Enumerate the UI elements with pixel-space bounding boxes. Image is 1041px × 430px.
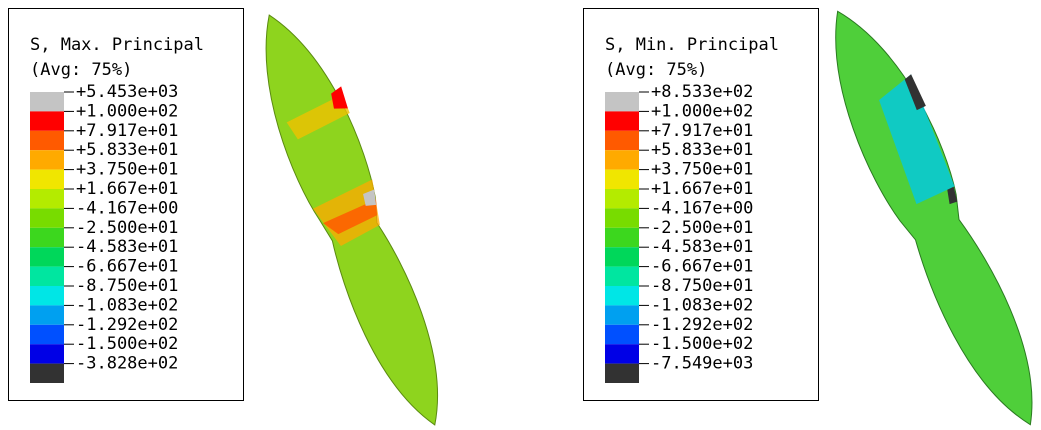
legend-label: -4.583e+01 bbox=[76, 237, 178, 257]
legend-label: -4.167e+00 bbox=[651, 198, 753, 218]
legend-label: +1.667e+01 bbox=[651, 179, 753, 199]
legend-label: -7.549e+03 bbox=[651, 354, 753, 374]
legend-label: +5.833e+01 bbox=[651, 140, 753, 160]
screen: S, Max. Principal(Avg: 75%)+5.453e+03+1.… bbox=[0, 0, 1041, 430]
legend-label: -1.292e+02 bbox=[76, 315, 178, 335]
legend-label: -1.292e+02 bbox=[651, 315, 753, 335]
legend-label: +1.000e+02 bbox=[76, 101, 178, 121]
color-band bbox=[30, 150, 64, 169]
legend-subtitle: (Avg: 75%) bbox=[605, 60, 707, 80]
legend-label: -8.750e+01 bbox=[651, 276, 753, 296]
right-body bbox=[804, 0, 1041, 430]
color-band bbox=[605, 247, 639, 266]
page: S, Max. Principal(Avg: 75%)+5.453e+03+1.… bbox=[0, 0, 1041, 430]
legend-label: -8.750e+01 bbox=[76, 276, 178, 296]
legend-label: -1.083e+02 bbox=[76, 295, 178, 315]
color-band bbox=[30, 364, 64, 383]
legend-label: -1.500e+02 bbox=[76, 334, 178, 354]
legend-label: -6.667e+01 bbox=[651, 257, 753, 277]
color-band bbox=[30, 92, 64, 111]
color-band bbox=[30, 111, 64, 130]
legend-label: +5.453e+03 bbox=[76, 82, 178, 102]
color-band bbox=[30, 305, 64, 324]
color-band bbox=[605, 286, 639, 305]
legend-label: -3.828e+02 bbox=[76, 354, 178, 374]
legend-label: +3.750e+01 bbox=[651, 160, 753, 180]
color-band bbox=[605, 189, 639, 208]
color-band bbox=[30, 267, 64, 286]
legend-label: -6.667e+01 bbox=[76, 257, 178, 277]
legend-label: -4.167e+00 bbox=[76, 198, 178, 218]
color-band bbox=[605, 325, 639, 344]
legend-label: -2.500e+01 bbox=[76, 218, 178, 238]
legend-label: +1.000e+02 bbox=[651, 101, 753, 121]
legend-label: -2.500e+01 bbox=[651, 218, 753, 238]
legend-title: S, Min. Principal bbox=[605, 35, 779, 55]
color-band bbox=[605, 150, 639, 169]
color-band bbox=[605, 131, 639, 150]
legend-title: S, Max. Principal bbox=[30, 35, 204, 55]
color-band bbox=[30, 131, 64, 150]
legend-subtitle: (Avg: 75%) bbox=[30, 60, 132, 80]
left-body bbox=[236, 0, 472, 430]
legend-label: -1.500e+02 bbox=[651, 334, 753, 354]
color-band bbox=[30, 344, 64, 363]
color-band bbox=[30, 208, 64, 227]
color-band bbox=[605, 267, 639, 286]
color-band bbox=[30, 170, 64, 189]
color-band bbox=[30, 189, 64, 208]
color-band bbox=[605, 92, 639, 111]
color-band bbox=[605, 111, 639, 130]
color-band bbox=[605, 208, 639, 227]
color-band bbox=[30, 286, 64, 305]
legend-label: +8.533e+02 bbox=[651, 82, 753, 102]
color-band bbox=[605, 170, 639, 189]
legend-label: +7.917e+01 bbox=[651, 121, 753, 141]
body-shape bbox=[804, 0, 1041, 430]
color-band bbox=[605, 228, 639, 247]
color-band bbox=[605, 344, 639, 363]
color-band bbox=[30, 247, 64, 266]
legend-label: +1.667e+01 bbox=[76, 179, 178, 199]
legend-label: -1.083e+02 bbox=[651, 295, 753, 315]
legend-label: -4.583e+01 bbox=[651, 237, 753, 257]
color-band bbox=[605, 305, 639, 324]
legend-label: +5.833e+01 bbox=[76, 140, 178, 160]
color-band bbox=[30, 228, 64, 247]
legend-label: +3.750e+01 bbox=[76, 160, 178, 180]
color-band bbox=[30, 325, 64, 344]
legend-label: +7.917e+01 bbox=[76, 121, 178, 141]
color-band bbox=[605, 364, 639, 383]
